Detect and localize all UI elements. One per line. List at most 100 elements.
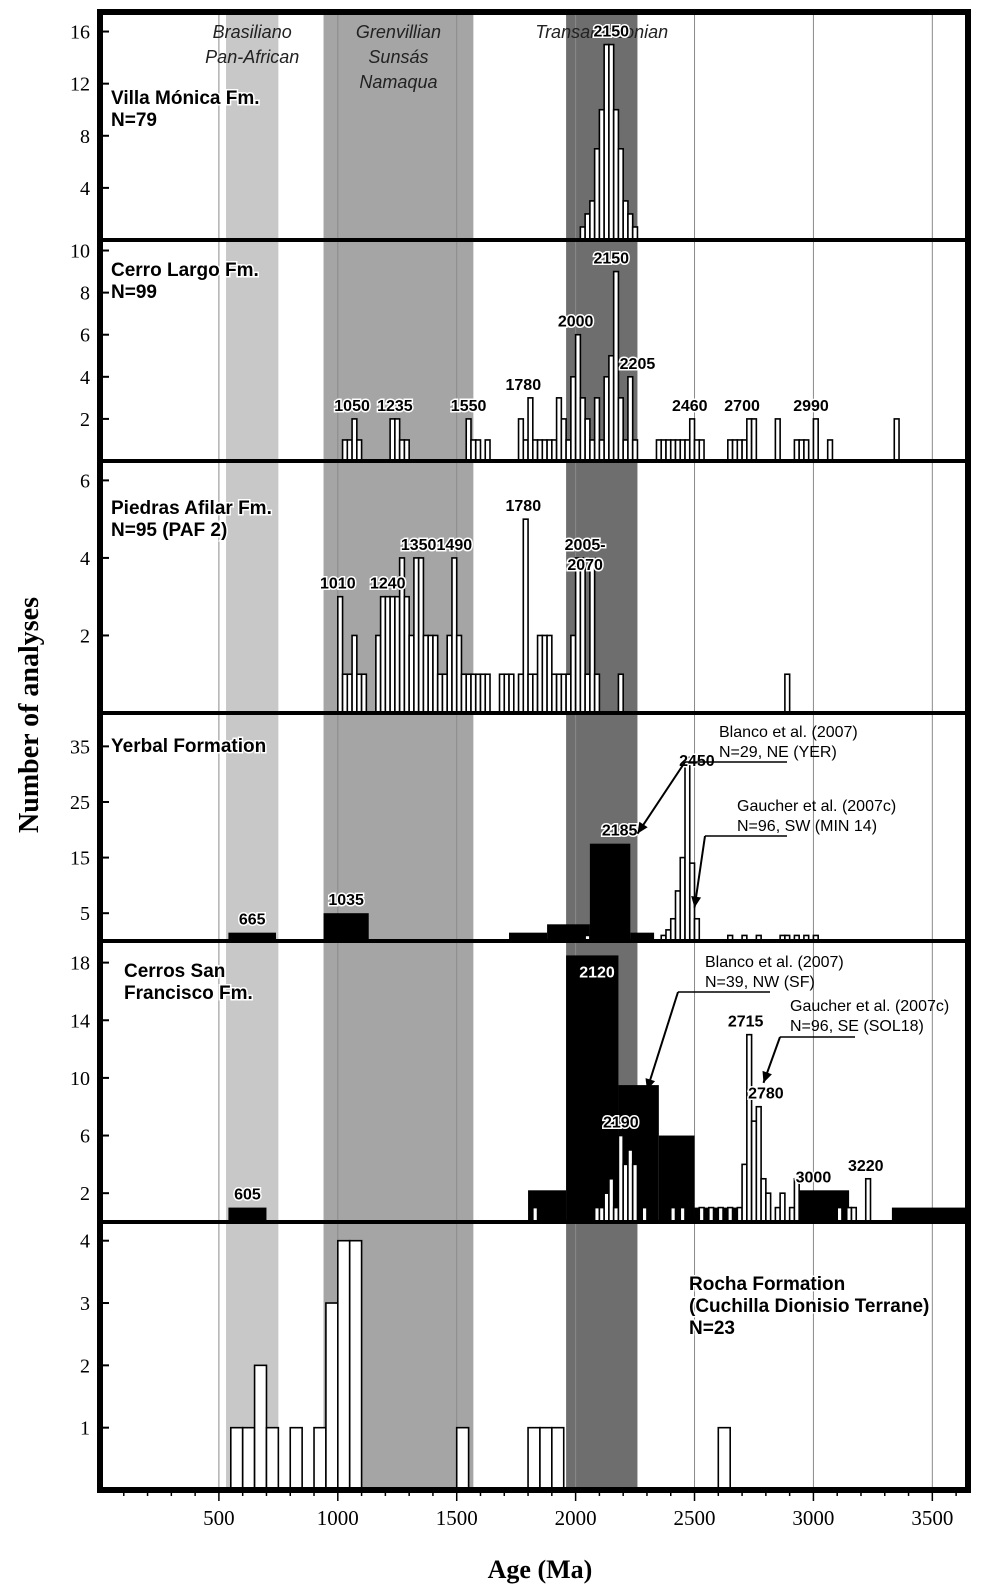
filled-bar [509,932,548,941]
open-bar [803,439,810,462]
x-tick-label: 2500 [674,1506,716,1530]
callout-text: Gaucher et al. (2007c) [790,998,949,1015]
orogenic-band-label: Transamazonian [535,22,668,42]
panel-label: N=23 [689,1318,735,1339]
y-tick-label: 15 [70,848,90,870]
open-bar [765,1192,772,1223]
peak-label: 2715 [728,1014,764,1031]
open-bar [229,1426,244,1491]
y-tick-label: 4 [80,367,90,389]
h-villa [579,43,639,241]
panel-label: Piedras Afilar Fm. [111,498,272,519]
open-bar [325,1302,339,1491]
panel-label: Francisco Fm. [124,983,253,1004]
peak-label: 2150 [593,24,629,41]
open-bar [253,1364,268,1491]
peak-label: 1240 [370,576,406,593]
y-tick-label: 4 [80,548,90,570]
open-bar [864,1177,872,1223]
callout-arrowhead [691,896,702,908]
x-tick-label: 1000 [317,1506,359,1530]
open-bar [727,1206,734,1223]
peak-label: 2070 [567,557,603,574]
y-tick-label: 25 [70,792,90,814]
y-axis-title: Number of analyses [14,597,45,833]
panel-label: Yerbal Formation [111,736,266,757]
open-bar [474,439,482,462]
filled-bar [891,1207,968,1222]
peak-label: 2150 [593,251,629,268]
open-bar [698,1206,705,1223]
orogenic-band-label: Brasiliano [213,22,292,42]
filled-bar [547,924,590,941]
h-piedras [337,518,791,714]
y-tick-label: 16 [70,22,90,44]
panel-label: N=99 [111,282,157,303]
outer-frame [97,9,971,1493]
peak-label: 1550 [451,398,487,415]
open-bar [539,1426,553,1491]
bars-layer [228,43,968,1491]
peak-label: 1780 [506,377,542,394]
callout-arrow [693,835,706,908]
peak-label: 1010 [320,576,356,593]
peak-label: 2185 [602,823,638,840]
open-bar [484,673,491,714]
y-tick-label: 1 [80,1418,90,1440]
peak-label: 1050 [334,398,370,415]
open-bar [826,439,834,462]
orogenic-band-label: Grenvillian [356,22,441,42]
open-bar [779,1192,786,1223]
callout-text: Gaucher et al. (2007c) [737,798,896,815]
panel-label: (Cuchilla Dionisio Terrane) [689,1296,929,1317]
open-bar [360,673,368,714]
peak-label: 605 [234,1187,261,1204]
peak-label: 3000 [796,1169,832,1186]
open-bar [669,1206,677,1223]
filled-bar [630,932,655,941]
peak-label: 2190 [603,1115,639,1132]
peak-label: 1780 [506,498,542,515]
callout-arrowhead [762,1070,772,1083]
callout-text: N=39, NW (SF) [705,974,815,991]
open-bar [455,1426,470,1491]
filled-bar [566,955,619,1222]
y-tick-label: 35 [70,736,90,758]
panel-label: Rocha Formation [689,1274,845,1295]
y-tick-label: 5 [80,903,90,925]
panel-label: N=79 [111,110,157,131]
panel-label: Cerro Largo Fm. [111,260,259,281]
gridlines [218,12,933,1490]
orogenic-band-label: Namaqua [359,72,437,92]
open-bar [527,1426,541,1491]
open-bar [508,673,515,714]
peak-label: 2700 [724,398,760,415]
open-bar [693,917,701,942]
callout-arrowhead [637,821,648,834]
peak-label: 665 [239,912,266,929]
open-bar [774,418,781,462]
open-bar [403,439,410,462]
peak-label: 2990 [793,398,829,415]
open-bar [893,418,900,462]
y-tick-label: 4 [80,178,90,200]
y-tick-label: 4 [80,1231,90,1253]
y-tick-label: 2 [80,1355,90,1377]
y-tick-label: 8 [80,126,90,148]
open-bar [551,1426,565,1491]
filled-bar [323,913,369,941]
peak-label: 1035 [328,892,364,909]
x-axis-title: Age (Ma) [488,1555,593,1584]
open-bar [812,418,819,462]
open-bar [289,1426,303,1491]
open-bar [631,439,639,462]
panel-label: Villa Mónica Fm. [111,88,260,109]
y-tick-label: 10 [70,1068,90,1090]
open-bar [532,1206,539,1223]
y-tick-label: 8 [80,283,90,305]
callout-text: N=96, SE (SOL18) [790,1018,924,1035]
orogenic-band-0 [226,12,279,1490]
peak-label: 2780 [748,1086,784,1103]
open-bar [265,1426,280,1491]
